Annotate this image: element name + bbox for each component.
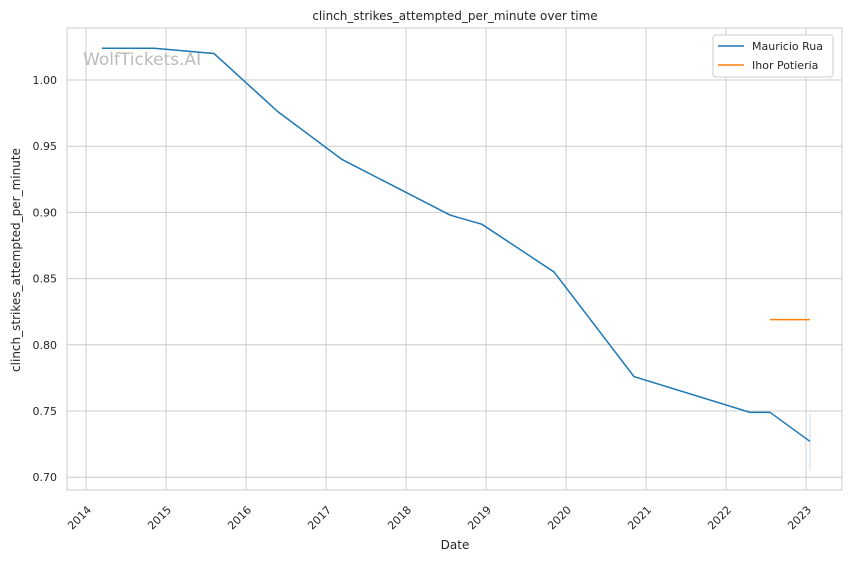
x-tick-label: 2018	[385, 503, 414, 532]
x-axis-label: Date	[441, 538, 470, 552]
y-tick-label: 0.85	[33, 273, 58, 286]
y-tick-label: 0.95	[33, 140, 58, 153]
legend-label: Mauricio Rua	[752, 40, 823, 53]
x-tick-label: 2019	[465, 503, 494, 532]
y-tick-label: 1.00	[33, 74, 58, 87]
chart-title: clinch_strikes_attempted_per_minute over…	[312, 9, 597, 23]
x-tick-label: 2020	[545, 503, 574, 532]
watermark: WolfTickets.AI	[83, 50, 201, 70]
x-tick-label: 2016	[225, 503, 254, 532]
y-axis-label: clinch_strikes_attempted_per_minute	[9, 148, 23, 372]
x-tick-label: 2022	[705, 503, 734, 532]
y-tick-label: 0.90	[33, 206, 58, 219]
x-tick-label: 2021	[625, 503, 654, 532]
x-tick-label: 2014	[65, 503, 94, 532]
y-tick-label: 0.75	[33, 405, 58, 418]
x-tick-label: 2015	[145, 503, 174, 532]
x-tick-label: 2017	[305, 503, 334, 532]
x-tick-label: 2023	[785, 503, 814, 532]
y-tick-label: 0.80	[33, 339, 58, 352]
y-tick-label: 0.70	[33, 471, 58, 484]
legend: Mauricio Rua Ihor Potieria	[713, 35, 833, 77]
legend-label: Ihor Potieria	[752, 59, 818, 72]
